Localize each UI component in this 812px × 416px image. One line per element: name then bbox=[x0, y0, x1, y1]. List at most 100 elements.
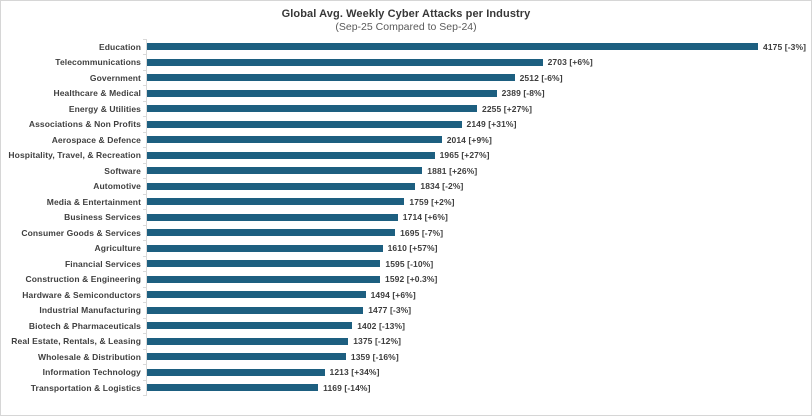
bar-value-label: 1595 [-10%] bbox=[385, 258, 434, 269]
category-label: Biotech & Pharmaceuticals bbox=[28, 320, 141, 331]
category-label: Industrial Manufacturing bbox=[39, 305, 141, 316]
bar bbox=[147, 136, 442, 144]
chart-row: Hardware & Semiconductors 1494 [+6%] bbox=[1, 286, 810, 303]
bar-value-label: 1881 [+26%] bbox=[427, 165, 478, 176]
bar-chart: Education 4175 [-3%] Telecommunications … bbox=[1, 38, 810, 396]
bar-value-label: 1359 [-16%] bbox=[350, 351, 399, 362]
plot-area: 1610 [+57%] bbox=[143, 240, 810, 256]
bar-value-label: 2703 [+6%] bbox=[547, 57, 593, 68]
chart-row: Education 4175 [-3%] bbox=[1, 38, 810, 55]
chart-row: Healthcare & Medical 2389 [-8%] bbox=[1, 85, 810, 101]
bar bbox=[147, 260, 381, 268]
bar bbox=[147, 120, 462, 128]
category-label: Energy & Utilities bbox=[68, 103, 141, 114]
category-label: Hardware & Semiconductors bbox=[22, 289, 141, 300]
bar-value-label: 1169 [-14%] bbox=[323, 382, 371, 393]
category-label: Construction & Engineering bbox=[25, 274, 141, 285]
bar bbox=[147, 43, 758, 51]
plot-area: 2014 [+9%] bbox=[143, 131, 810, 148]
bar-value-label: 1610 [+57%] bbox=[387, 243, 438, 254]
chart-subtitle: (Sep-25 Compared to Sep-24) bbox=[335, 21, 477, 33]
plot-area: 4175 [-3%] bbox=[143, 38, 810, 55]
bar bbox=[147, 167, 423, 175]
plot-area: 2389 [-8%] bbox=[143, 85, 810, 101]
plot-area: 1714 [+6%] bbox=[143, 209, 810, 225]
plot-area: 1375 [-12%] bbox=[143, 333, 810, 349]
chart-row: Wholesale & Distribution 1359 [-16%] bbox=[1, 348, 810, 365]
bar bbox=[147, 353, 346, 361]
bar-value-label: 1213 [+34%] bbox=[329, 367, 380, 378]
plot-area: 1494 [+6%] bbox=[143, 286, 810, 303]
chart-row: Information Technology 1213 [+34%] bbox=[1, 364, 810, 380]
chart-title: Global Avg. Weekly Cyber Attacks per Ind… bbox=[281, 8, 531, 20]
plot-area: 1965 [+27%] bbox=[143, 147, 810, 163]
chart-row: Associations & Non Profits 2149 [+31%] bbox=[1, 116, 810, 132]
category-label: Associations & Non Profits bbox=[28, 119, 141, 130]
chart-row: Energy & Utilities 2255 [+27%] bbox=[1, 100, 810, 117]
bar bbox=[147, 275, 380, 283]
bar-value-label: 1477 [-3%] bbox=[368, 305, 412, 316]
chart-row: Consumer Goods & Services 1695 [-7%] bbox=[1, 224, 810, 241]
chart-row: Business Services 1714 [+6%] bbox=[1, 209, 810, 225]
chart-row: Biotech & Pharmaceuticals 1402 [-13%] bbox=[1, 317, 810, 334]
chart-row: Software 1881 [+26%] bbox=[1, 162, 810, 179]
category-label: Education bbox=[99, 41, 141, 52]
category-label: Hospitality, Travel, & Recreation bbox=[8, 150, 141, 161]
category-label: Telecommunications bbox=[55, 57, 141, 68]
category-label: Agriculture bbox=[94, 243, 141, 254]
chart-header: Global Avg. Weekly Cyber Attacks per Ind… bbox=[1, 1, 811, 34]
plot-area: 2255 [+27%] bbox=[143, 100, 810, 117]
plot-area: 1881 [+26%] bbox=[143, 162, 810, 179]
chart-row: Hospitality, Travel, & Recreation 1965 [… bbox=[1, 147, 810, 163]
chart-row: Construction & Engineering 1592 [+0.3%] bbox=[1, 271, 810, 287]
bar bbox=[147, 58, 543, 66]
category-label: Transportation & Logistics bbox=[30, 382, 141, 393]
bar bbox=[147, 198, 405, 206]
plot-area: 1359 [-16%] bbox=[143, 348, 810, 365]
plot-area: 1695 [-7%] bbox=[143, 224, 810, 241]
plot-area: 2703 [+6%] bbox=[143, 54, 810, 70]
chart-row: Industrial Manufacturing 1477 [-3%] bbox=[1, 302, 810, 318]
bar-value-label: 1965 [+27%] bbox=[439, 150, 490, 161]
bar bbox=[147, 291, 366, 299]
bar-value-label: 1695 [-7%] bbox=[400, 227, 444, 238]
plot-area: 2149 [+31%] bbox=[143, 116, 810, 132]
bar-value-label: 1375 [-12%] bbox=[353, 336, 402, 347]
bar-value-label: 2149 [+31%] bbox=[466, 119, 517, 130]
plot-area: 1592 [+0.3%] bbox=[143, 271, 810, 287]
plot-area: 1477 [-3%] bbox=[143, 302, 810, 318]
bar-value-label: 2014 [+9%] bbox=[446, 134, 492, 145]
plot-area: 1169 [-14%] bbox=[143, 379, 810, 396]
bar bbox=[147, 384, 319, 392]
plot-area: 2512 [-6%] bbox=[143, 69, 810, 86]
plot-area: 1834 [-2%] bbox=[143, 178, 810, 194]
bar bbox=[147, 89, 497, 97]
chart-row: Automotive 1834 [-2%] bbox=[1, 178, 810, 194]
chart-row: Aerospace & Defence 2014 [+9%] bbox=[1, 131, 810, 148]
category-label: Media & Entertainment bbox=[46, 196, 141, 207]
category-label: Aerospace & Defence bbox=[51, 134, 141, 145]
plot-area: 1759 [+2%] bbox=[143, 193, 810, 210]
bar-value-label: 1402 [-13%] bbox=[357, 320, 406, 331]
bar-value-label: 4175 [-3%] bbox=[763, 41, 807, 52]
category-label: Government bbox=[89, 72, 141, 83]
bar bbox=[147, 244, 383, 252]
bar-value-label: 1714 [+6%] bbox=[402, 212, 448, 223]
chart-row: Real Estate, Rentals, & Leasing 1375 [-1… bbox=[1, 333, 810, 349]
bar bbox=[147, 151, 435, 159]
bar bbox=[147, 368, 325, 376]
category-label: Consumer Goods & Services bbox=[21, 227, 141, 238]
plot-area: 1213 [+34%] bbox=[143, 364, 810, 380]
bar bbox=[147, 306, 364, 314]
bar-value-label: 1759 [+2%] bbox=[409, 196, 455, 207]
bar bbox=[147, 337, 349, 345]
bar-value-label: 2255 [+27%] bbox=[482, 103, 533, 114]
category-label: Business Services bbox=[64, 212, 141, 223]
bar bbox=[147, 322, 353, 330]
bar-value-label: 1494 [+6%] bbox=[370, 289, 416, 300]
bar bbox=[147, 74, 515, 82]
bar-value-label: 1592 [+0.3%] bbox=[385, 274, 438, 285]
category-label: Healthcare & Medical bbox=[53, 88, 141, 99]
chart-row: Government 2512 [-6%] bbox=[1, 69, 810, 86]
